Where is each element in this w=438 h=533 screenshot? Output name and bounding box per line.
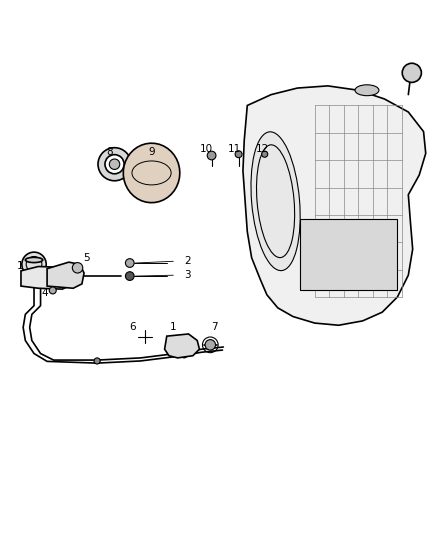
Circle shape xyxy=(207,151,216,160)
Circle shape xyxy=(261,151,268,157)
Ellipse shape xyxy=(251,132,300,271)
Text: 7: 7 xyxy=(212,321,218,332)
Circle shape xyxy=(125,272,134,280)
Text: 6: 6 xyxy=(130,321,136,332)
Text: 9: 9 xyxy=(148,148,155,157)
Circle shape xyxy=(98,148,131,181)
Circle shape xyxy=(205,340,215,350)
Text: 11: 11 xyxy=(228,144,241,154)
Ellipse shape xyxy=(355,85,379,96)
Ellipse shape xyxy=(25,257,43,263)
Text: 8: 8 xyxy=(106,148,113,157)
Text: 2: 2 xyxy=(184,256,191,266)
Text: 1: 1 xyxy=(170,321,177,332)
Text: 4: 4 xyxy=(42,288,48,297)
Circle shape xyxy=(49,287,56,294)
Polygon shape xyxy=(243,86,426,325)
Circle shape xyxy=(235,151,242,158)
Polygon shape xyxy=(47,262,84,288)
Text: 3: 3 xyxy=(184,270,191,280)
Circle shape xyxy=(94,358,100,364)
Text: 10: 10 xyxy=(199,144,212,154)
Polygon shape xyxy=(21,266,69,289)
FancyBboxPatch shape xyxy=(300,219,397,290)
Text: 5: 5 xyxy=(83,253,89,263)
Text: 12: 12 xyxy=(256,144,269,154)
Circle shape xyxy=(72,263,83,273)
Circle shape xyxy=(105,155,124,174)
Circle shape xyxy=(402,63,421,83)
Text: 1: 1 xyxy=(16,261,23,271)
Circle shape xyxy=(125,259,134,268)
Circle shape xyxy=(181,352,187,358)
Circle shape xyxy=(110,159,120,169)
Polygon shape xyxy=(124,143,180,203)
Circle shape xyxy=(22,252,46,277)
Polygon shape xyxy=(165,334,199,358)
